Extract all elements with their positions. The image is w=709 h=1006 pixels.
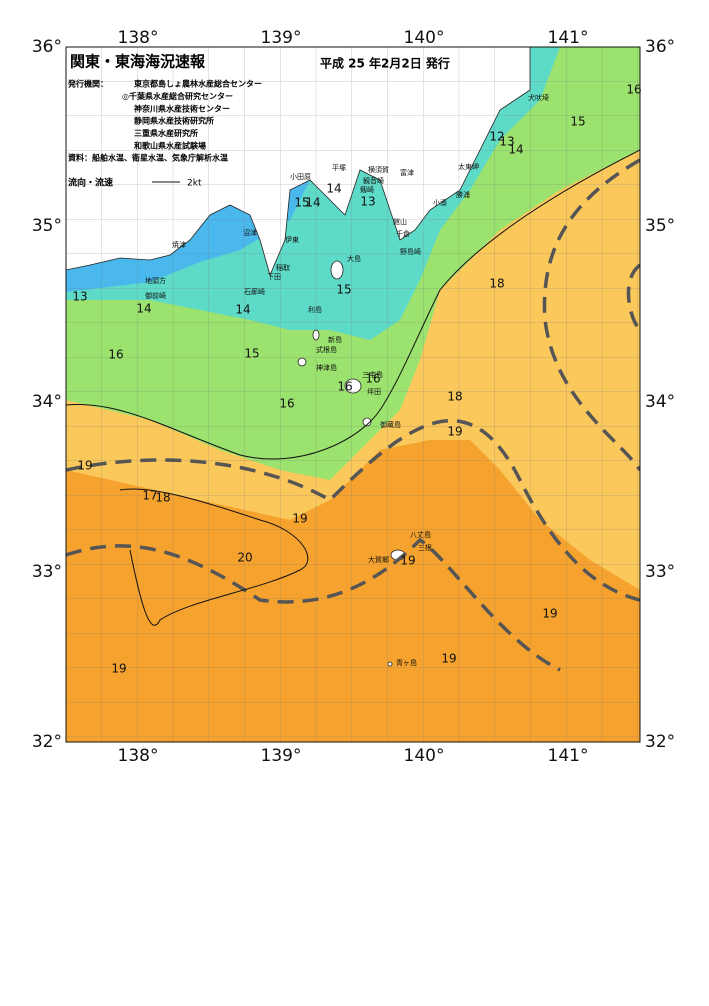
lat-label-left: 35° <box>32 216 62 236</box>
place-name: 千倉 <box>396 229 410 238</box>
temperature-label: 15 <box>570 115 585 129</box>
place-name: 伊東 <box>285 235 299 244</box>
issue-date: 平成 25 年2月2日 発行 <box>320 56 450 71</box>
temperature-label: 19 <box>77 459 92 473</box>
lat-label-right: 35° <box>645 216 675 236</box>
place-name: 三根 <box>418 543 432 552</box>
temperature-label: 16 <box>108 348 123 362</box>
lon-label-bottom: 141° <box>548 746 589 766</box>
current-axis <box>66 158 640 672</box>
place-name: 焼津 <box>172 240 186 249</box>
place-name: 富津 <box>400 168 414 177</box>
place-name: 小田原 <box>290 172 311 181</box>
place-name: 神津島 <box>316 363 337 372</box>
temperature-label: 13 <box>360 195 375 209</box>
agency: 三重県水産研究所 <box>134 128 198 138</box>
temperature-label: 19 <box>447 425 462 439</box>
legend-label: 流向・流速 <box>68 177 113 189</box>
place-name: 館山 <box>393 217 407 226</box>
place-name: 地頭方 <box>145 276 166 285</box>
title: 関東・東海海況速報 <box>70 53 206 71</box>
temperature-label: 20 <box>237 551 252 565</box>
lon-label-top: 141° <box>548 28 589 48</box>
place-name: 三宅島 <box>362 370 383 379</box>
temperature-label: 19 <box>111 662 126 676</box>
temperature-label: 16 <box>365 372 380 386</box>
temperature-label: 14 <box>235 303 250 317</box>
map-area <box>66 47 640 742</box>
place-name: 青ヶ島 <box>396 658 417 667</box>
place-name: 式根島 <box>316 345 337 354</box>
lon-label-bottom: 139° <box>261 746 302 766</box>
temperature-label: 18 <box>447 390 462 404</box>
temperature-label: 19 <box>441 652 456 666</box>
temperature-label: 18 <box>155 491 170 505</box>
temperature-label: 15 <box>294 196 309 210</box>
place-name: 稲取 <box>276 263 290 272</box>
temperature-label: 19 <box>400 554 415 568</box>
place-name: 観音崎 <box>363 176 384 185</box>
temperature-label: 16 <box>279 397 294 411</box>
temperature-label: 14 <box>326 182 341 196</box>
agencies-label: 発行機関： <box>67 79 108 89</box>
temperature-label: 18 <box>489 277 504 291</box>
lat-label-right: 32° <box>645 732 675 752</box>
contours <box>66 149 640 626</box>
place-name: 御前崎 <box>145 291 166 300</box>
temperature-label: 17 <box>142 489 157 503</box>
place-name: 剱崎 <box>360 185 374 194</box>
temperature-label: 15 <box>336 283 351 297</box>
temperature-label: 13 <box>499 135 514 149</box>
place-name: 沼津 <box>243 228 257 237</box>
lat-label-right: 36° <box>645 37 675 57</box>
temperature-label: 19 <box>292 512 307 526</box>
agency: ◎千葉県水産総合研究センター <box>122 91 233 101</box>
temperature-label: 19 <box>542 607 557 621</box>
temperature-label: 14 <box>508 143 523 157</box>
place-name: 坪田 <box>367 388 381 396</box>
temperature-label: 14 <box>305 196 320 210</box>
temperature-label: 14 <box>136 302 151 316</box>
agency: 和歌山県水産試験場 <box>134 141 206 151</box>
grid <box>66 47 640 742</box>
temperature-label: 13 <box>72 290 87 304</box>
map-frame <box>65 46 641 743</box>
temperature-label: 16 <box>337 380 352 394</box>
temperature-label: 12 <box>489 130 504 144</box>
legend-unit: 2kt <box>187 179 202 189</box>
place-name: 大賀郷 <box>368 555 389 564</box>
lon-label-top: 138° <box>118 28 159 48</box>
lat-label-right: 34° <box>645 392 675 412</box>
temperature-label: 16 <box>626 83 641 97</box>
lon-label-top: 139° <box>261 28 302 48</box>
place-name: 石廊崎 <box>244 287 265 296</box>
place-name: 新島 <box>328 335 342 344</box>
place-name: 利島 <box>308 305 322 314</box>
place-name: 小湊 <box>433 198 447 207</box>
place-name: 太東岬 <box>458 162 479 171</box>
lat-label-left: 32° <box>32 732 62 752</box>
place-name: 横須賀 <box>368 165 389 174</box>
place-name: 大島 <box>347 254 361 263</box>
lon-label-bottom: 138° <box>118 746 159 766</box>
agency: 神奈川県水産技術センター <box>134 103 230 113</box>
lat-label-left: 36° <box>32 37 62 57</box>
source: 資料：船舶水温、衛星水温、気象庁解析水温 <box>68 153 228 163</box>
agency: 静岡県水産技術研究所 <box>134 116 214 126</box>
place-name: 平塚 <box>332 163 346 172</box>
place-name: 勝浦 <box>456 190 470 199</box>
lat-label-left: 34° <box>32 392 62 412</box>
lat-label-left: 33° <box>32 562 62 582</box>
agency: 東京都島しょ農林水産総合センター <box>134 79 262 89</box>
temperature-label: 15 <box>244 347 259 361</box>
place-name: 八丈島 <box>410 530 431 539</box>
place-name: 御蔵島 <box>380 420 401 429</box>
lat-label-right: 33° <box>645 562 675 582</box>
place-name: 犬吠埼 <box>528 93 549 102</box>
lon-label-top: 140° <box>404 28 445 48</box>
lon-label-bottom: 140° <box>404 746 445 766</box>
place-name: 下田 <box>267 273 281 281</box>
place-name: 野島崎 <box>400 247 421 256</box>
